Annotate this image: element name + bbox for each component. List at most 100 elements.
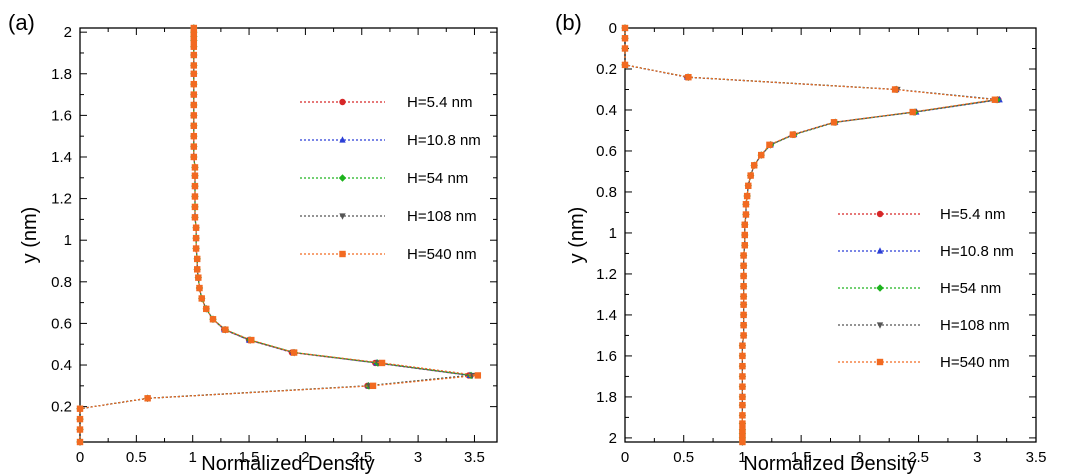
legend-marker: [876, 284, 884, 292]
legend-entry: H=108 nm: [300, 208, 477, 225]
series-line: [79, 28, 473, 442]
legend-label: H=10.8 nm: [407, 132, 481, 149]
x-tick-label: 0: [621, 449, 629, 466]
data-point: [194, 255, 201, 263]
data-point: [190, 122, 198, 129]
legend-entry: H=5.4 nm: [300, 94, 472, 111]
legend-label: H=54 nm: [407, 170, 468, 187]
data-point: [190, 62, 198, 69]
x-tick-label: 3: [414, 449, 422, 466]
plot-frame: [79, 27, 498, 443]
data-point: [378, 359, 386, 367]
series-line: [624, 28, 999, 442]
data-point: [742, 211, 750, 218]
panel-b: 0 0.5 1 1.5 2 2.5 3 3.5 0 0.2 0.4 0.6 0.8 1 1.2 1.4 1.6 1…: [566, 20, 1046, 475]
series-square: [621, 24, 999, 446]
data-point: [740, 262, 747, 269]
data-point: [190, 91, 198, 98]
data-point: [190, 143, 198, 150]
legend-entry: H=108 nm: [838, 317, 1010, 334]
series-triangle-down: [76, 25, 476, 446]
series-line: [624, 28, 995, 442]
data-point: [196, 284, 203, 292]
x-tick-label: 3: [973, 449, 981, 466]
legend-marker: [339, 136, 346, 143]
data-point: [750, 162, 758, 169]
legend-marker: [876, 358, 884, 366]
series-triangle: [621, 24, 1003, 445]
data-point: [891, 86, 899, 93]
y-tick-label: 0.4: [51, 357, 72, 374]
data-point: [190, 24, 198, 32]
legend-entry: H=54 nm: [838, 280, 1001, 297]
legend-entry: H=10.8 nm: [838, 243, 1014, 260]
data-point: [747, 172, 754, 179]
y-tick-label: 2: [64, 24, 72, 41]
data-point: [741, 242, 748, 249]
data-point: [190, 132, 198, 140]
data-point: [739, 426, 746, 433]
data-point: [742, 201, 750, 208]
series-line: [624, 28, 997, 442]
x-tick-label: 3.5: [1026, 449, 1047, 466]
data-point: [745, 182, 752, 190]
legend-marker: [338, 174, 347, 182]
data-point: [621, 45, 629, 52]
data-point: [741, 221, 748, 228]
data-point: [739, 434, 746, 442]
data-point: [621, 35, 629, 42]
legend-label: H=540 nm: [940, 354, 1010, 371]
data-point: [76, 438, 84, 446]
x-tick-label: 0: [76, 449, 84, 466]
data-point: [191, 214, 199, 221]
x-axis-title: Normalized Density: [201, 453, 374, 475]
y-tick-label: 2: [609, 430, 617, 447]
y-tick-label: 0.2: [596, 61, 617, 78]
data-point: [740, 293, 747, 300]
y-tick-label: 1.2: [596, 266, 617, 283]
data-point: [191, 172, 199, 179]
data-point: [740, 332, 747, 339]
y-tick-label: 1.4: [596, 307, 617, 324]
data-point: [209, 316, 217, 323]
x-tick-label: 1.5: [239, 449, 260, 466]
legend-marker: [876, 322, 884, 329]
data-point: [190, 70, 198, 77]
data-point: [190, 51, 198, 59]
y-tick-label: 0.2: [51, 399, 72, 416]
data-point: [76, 405, 84, 412]
y-tick-label: 1.6: [596, 348, 617, 365]
data-point: [190, 37, 198, 44]
data-point: [739, 342, 746, 349]
x-axis-title: Normalized Density: [743, 453, 916, 475]
data-point: [203, 305, 210, 313]
data-point: [190, 43, 198, 50]
y-tick-label: 0.8: [596, 184, 617, 201]
legend-label: H=10.8 nm: [940, 243, 1014, 260]
data-point: [190, 153, 198, 161]
legend-entry: H=5.4 nm: [838, 206, 1005, 223]
data-point: [192, 245, 200, 252]
y-tick-label: 1.8: [596, 389, 617, 406]
data-point: [743, 192, 751, 200]
data-point: [741, 231, 748, 239]
data-point: [739, 393, 746, 401]
y-tick-label: 1.8: [51, 66, 72, 83]
data-point: [369, 382, 377, 390]
data-point: [621, 24, 629, 32]
data-point: [195, 274, 202, 281]
legend-label: H=108 nm: [940, 317, 1010, 334]
data-point: [290, 349, 298, 356]
series-circle: [76, 24, 473, 446]
data-point: [739, 430, 746, 438]
y-tick-label: 1.2: [51, 191, 72, 208]
data-point: [739, 362, 746, 370]
y-tick-label: 0.6: [51, 315, 72, 332]
data-point: [740, 283, 747, 290]
data-point: [739, 383, 746, 390]
data-point: [198, 295, 205, 302]
data-point: [191, 193, 199, 200]
data-point: [740, 321, 747, 329]
y-axis-title: y (nm): [566, 207, 588, 264]
legend-marker: [339, 98, 346, 106]
